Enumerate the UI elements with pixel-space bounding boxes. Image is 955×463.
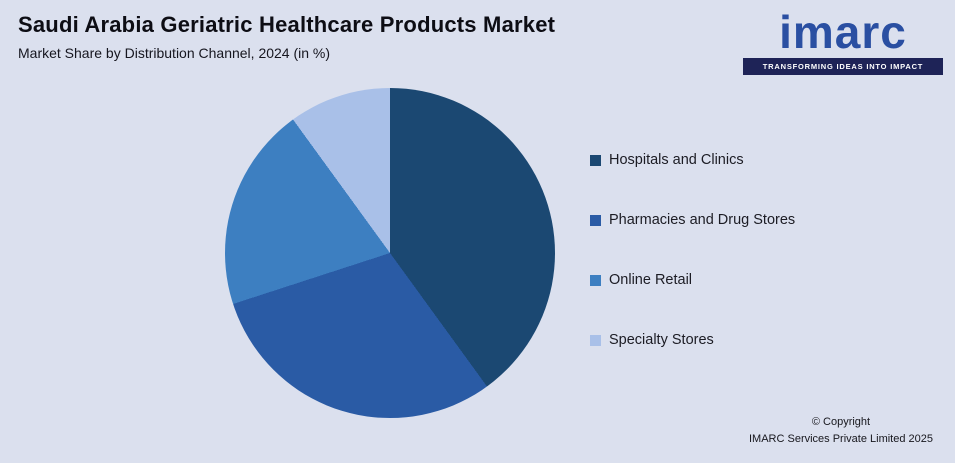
legend-swatch-specialty-stores (590, 334, 601, 346)
legend-label: Specialty Stores (609, 332, 714, 348)
legend: Hospitals and Clinics Pharmacies and Dru… (590, 152, 795, 348)
imarc-logo-tagline: TRANSFORMING IDEAS INTO IMPACT (743, 58, 943, 76)
legend-swatch-online-retail (590, 274, 601, 286)
legend-label: Pharmacies and Drug Stores (609, 212, 796, 228)
header: Saudi Arabia Geriatric Healthcare Produc… (18, 12, 658, 61)
imarc-logo: imarc TRANSFORMING IDEAS INTO IMPACT (743, 6, 943, 76)
legend-item-hospitals-and-clinics: Hospitals and Clinics (590, 152, 795, 168)
chart-title: Saudi Arabia Geriatric Healthcare Produc… (18, 12, 556, 37)
legend-swatch-hospitals-and-clinics (590, 154, 601, 166)
imarc-logo-wordmark: imarc (779, 6, 907, 58)
legend-item-online-retail: Online Retail (590, 272, 795, 288)
chart-subtitle: Market Share by Distribution Channel, 20… (18, 45, 331, 61)
legend-item-specialty-stores: Specialty Stores (590, 332, 795, 348)
copyright-line1: © Copyright (811, 416, 871, 428)
legend-label: Hospitals and Clinics (609, 152, 744, 168)
copyright-line2: IMARC Services Private Limited 2025 (748, 432, 933, 445)
pie-chart (225, 88, 555, 418)
legend-item-pharmacies-and-drug-stores: Pharmacies and Drug Stores (590, 212, 795, 228)
copyright-notice: © Copyright IMARC Services Private Limit… (749, 414, 933, 447)
legend-swatch-pharmacies-and-drug-stores (590, 214, 601, 226)
legend-label: Online Retail (609, 272, 693, 288)
